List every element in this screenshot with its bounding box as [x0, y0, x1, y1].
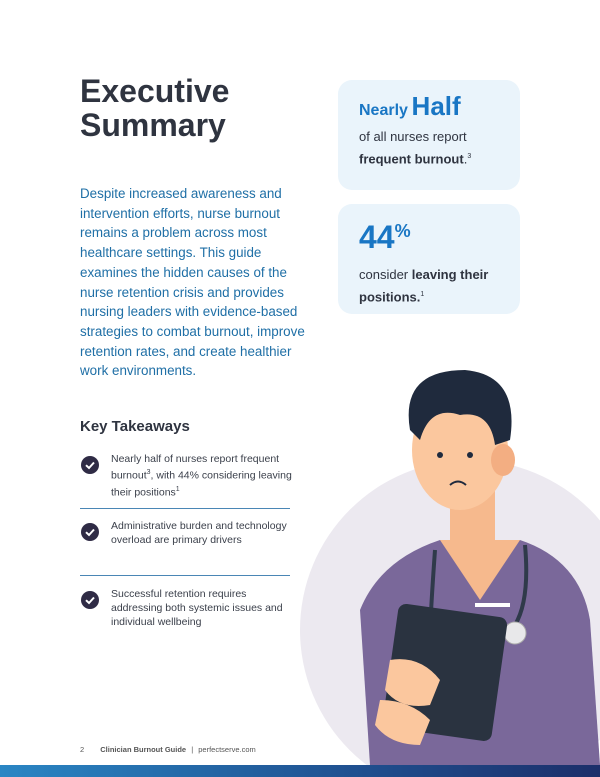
stethoscope-head: [503, 621, 527, 645]
text: Administrative burden and technology ove…: [111, 520, 287, 546]
stat-card: 44% consider leaving their positions.1: [338, 204, 520, 314]
eye: [437, 452, 443, 458]
footnote: 1: [175, 485, 180, 493]
text: , with 44% considering leaving their pos…: [111, 469, 292, 499]
check-icon: [81, 456, 99, 474]
text: Successful retention requires addressing…: [111, 588, 283, 628]
stat-bold: frequent burnout: [359, 151, 464, 167]
tablet: [382, 603, 508, 742]
page-number: 2: [80, 745, 85, 754]
nurse-illustration: [300, 370, 600, 765]
title: Executive Summary: [80, 73, 230, 143]
stat-lead: Nearly: [359, 102, 408, 119]
check-icon: [81, 591, 99, 609]
takeaway-text: Administrative burden and technology ove…: [111, 519, 292, 547]
stat-headline: Half: [411, 91, 461, 121]
guide-name: Clinician Burnout Guide: [100, 745, 187, 754]
divider: [80, 508, 290, 509]
stat-sup: 3: [467, 153, 472, 160]
neck: [440, 540, 520, 600]
stat-card: Nearly Half of all nurses report frequen…: [338, 80, 520, 190]
stat-text: of all nurses report: [359, 129, 467, 144]
stat-bold: leaving their positions.: [359, 267, 489, 305]
intro: Despite increased awareness and interven…: [80, 186, 305, 379]
stat-unit: %: [394, 221, 411, 241]
hand: [385, 659, 440, 706]
separator: |: [191, 745, 194, 754]
divider: [80, 575, 290, 576]
stat-text: consider: [359, 267, 409, 282]
footer-bar: [0, 765, 600, 777]
takeaway: Successful retention requires addressing…: [80, 587, 292, 629]
ear: [491, 444, 515, 476]
stat-headline: 44: [359, 219, 395, 255]
eye: [467, 452, 473, 458]
stat-after: .: [463, 151, 468, 167]
pocket-line: [475, 603, 510, 607]
takeaway: Administrative burden and technology ove…: [80, 519, 292, 547]
stat-sup: 1: [420, 291, 425, 298]
footnote: 3: [146, 469, 151, 476]
site: perfectserve.com: [198, 745, 256, 754]
check-icon: [81, 523, 99, 541]
takeaway-text: Nearly half of nurses report frequent bu…: [111, 452, 292, 499]
hair: [408, 370, 512, 445]
takeaway-text: Successful retention requires addressing…: [111, 587, 292, 629]
mouth: [449, 480, 467, 486]
takeaways-title: Key Takeaways: [80, 418, 190, 435]
text: Nearly half of nurses report frequent bu…: [111, 453, 280, 482]
takeaway: Nearly half of nurses report frequent bu…: [80, 452, 292, 499]
footer: 2 Clinician Burnout Guide | perfectserve…: [80, 745, 256, 754]
hand: [375, 700, 430, 745]
